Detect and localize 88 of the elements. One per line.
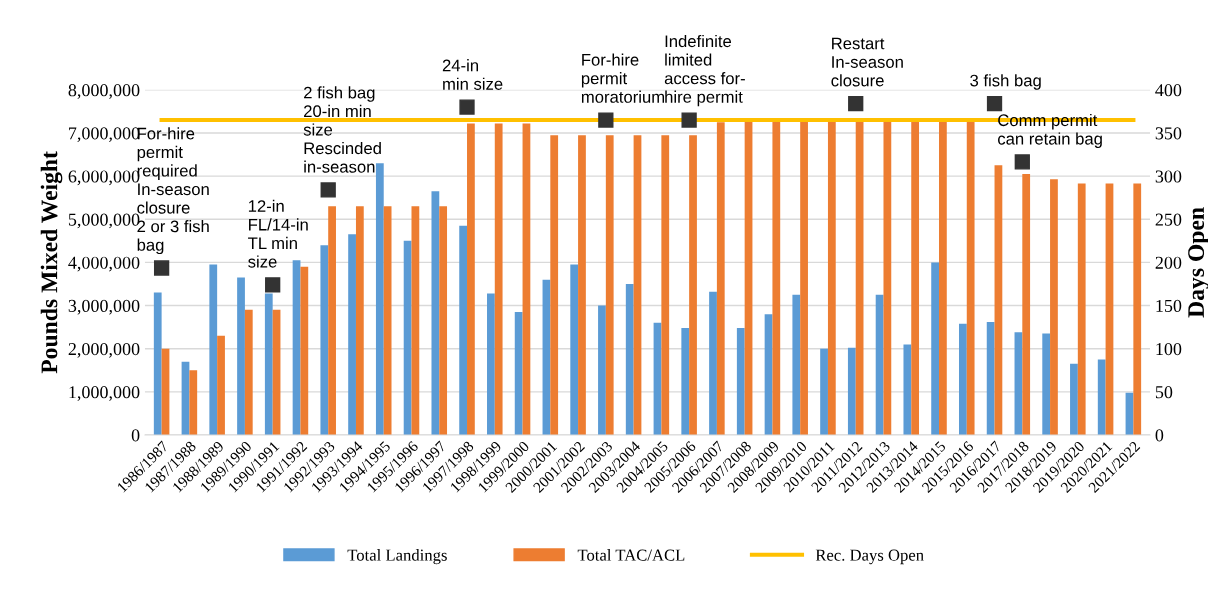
bar — [736, 327, 745, 435]
y-tick-label: 0 — [131, 429, 140, 442]
bar — [514, 312, 523, 435]
bar — [550, 135, 559, 435]
bar — [1077, 183, 1086, 435]
bar — [1042, 333, 1051, 435]
bar — [939, 120, 947, 435]
bar — [598, 305, 606, 435]
bar — [847, 347, 856, 435]
y2-tick-label: 50 — [1155, 386, 1173, 399]
annotation: 3 fish bag — [970, 74, 1041, 90]
bar — [494, 123, 503, 435]
bar — [1133, 183, 1142, 435]
bar — [522, 123, 531, 435]
y-tick-label: 2,000,000 — [68, 342, 140, 358]
bar — [189, 370, 198, 435]
bar — [439, 206, 448, 435]
bar — [931, 262, 940, 435]
bar — [237, 277, 245, 435]
bar — [959, 323, 967, 435]
bar — [633, 135, 642, 435]
y-axis-title: Pounds Mixed Weight — [40, 151, 63, 374]
bar — [403, 240, 412, 435]
bar — [244, 309, 253, 435]
bar — [625, 283, 634, 435]
y2-tick-label: 350 — [1155, 127, 1182, 140]
annotation: Indefinite limited access for- hire permit — [664, 34, 745, 107]
y2-tick-label: 250 — [1155, 213, 1182, 226]
bar — [355, 206, 364, 435]
bar — [1050, 179, 1058, 435]
bar — [966, 120, 975, 435]
bar — [986, 321, 995, 435]
bar — [467, 123, 475, 435]
bar — [1070, 363, 1078, 435]
y2-tick-label: 150 — [1156, 299, 1182, 312]
bar — [300, 266, 309, 435]
bar — [772, 120, 781, 435]
bar — [153, 292, 162, 435]
bar — [661, 135, 670, 435]
bar — [800, 120, 808, 435]
legend-label: Total TAC/ACL — [577, 549, 685, 561]
y-tick-label: 7,000,000 — [69, 127, 140, 143]
bar — [883, 120, 892, 435]
annotation: 24-in min size — [442, 59, 503, 90]
y-tick-label: 1,000,000 — [69, 386, 140, 401]
y2-tick-label: 0 — [1155, 429, 1164, 442]
bar — [792, 294, 801, 435]
bar — [292, 260, 301, 435]
bar — [570, 264, 579, 435]
annotation: Restart In-season closure — [831, 37, 903, 87]
y2-tick-label: 100 — [1156, 342, 1182, 356]
annotation: 2 fish bag 20-in min size Rescinded in-season — [303, 86, 381, 173]
bar — [605, 135, 614, 435]
bar — [709, 291, 717, 435]
legend-label: Rec. Days Open — [815, 549, 924, 565]
bar — [903, 344, 912, 435]
bar — [578, 135, 586, 435]
annotation: For-hire permit moratorium — [581, 53, 665, 103]
annotation: 12-in FL/14-in TL min size — [248, 199, 308, 268]
bar — [1105, 183, 1114, 435]
y2-tick-label: 400 — [1155, 84, 1182, 97]
bar — [716, 122, 725, 435]
y-tick-label: 4,000,000 — [68, 256, 140, 272]
bar — [911, 120, 920, 435]
bar — [217, 335, 225, 435]
y-tick-label: 3,000,000 — [68, 299, 140, 315]
bar — [383, 206, 392, 435]
y2-axis-title: Days Open — [1188, 207, 1208, 318]
bar — [431, 191, 440, 435]
bar — [820, 348, 828, 435]
y-tick-label: 8,000,000 — [68, 84, 140, 99]
bar — [689, 135, 697, 435]
bar — [1097, 359, 1106, 435]
bar — [320, 245, 329, 435]
bar — [348, 234, 356, 435]
bar — [1022, 173, 1031, 435]
bar — [209, 264, 218, 435]
y2-tick-label: 200 — [1155, 256, 1182, 269]
legend-label: Total Landings — [347, 549, 447, 565]
y2-tick-label: 300 — [1155, 170, 1182, 183]
bar — [411, 206, 420, 435]
bar — [375, 163, 384, 435]
bar — [994, 165, 1003, 435]
bar — [681, 327, 690, 435]
bar — [459, 225, 468, 435]
bar — [827, 120, 836, 435]
bar — [328, 206, 336, 435]
bar — [487, 293, 495, 435]
